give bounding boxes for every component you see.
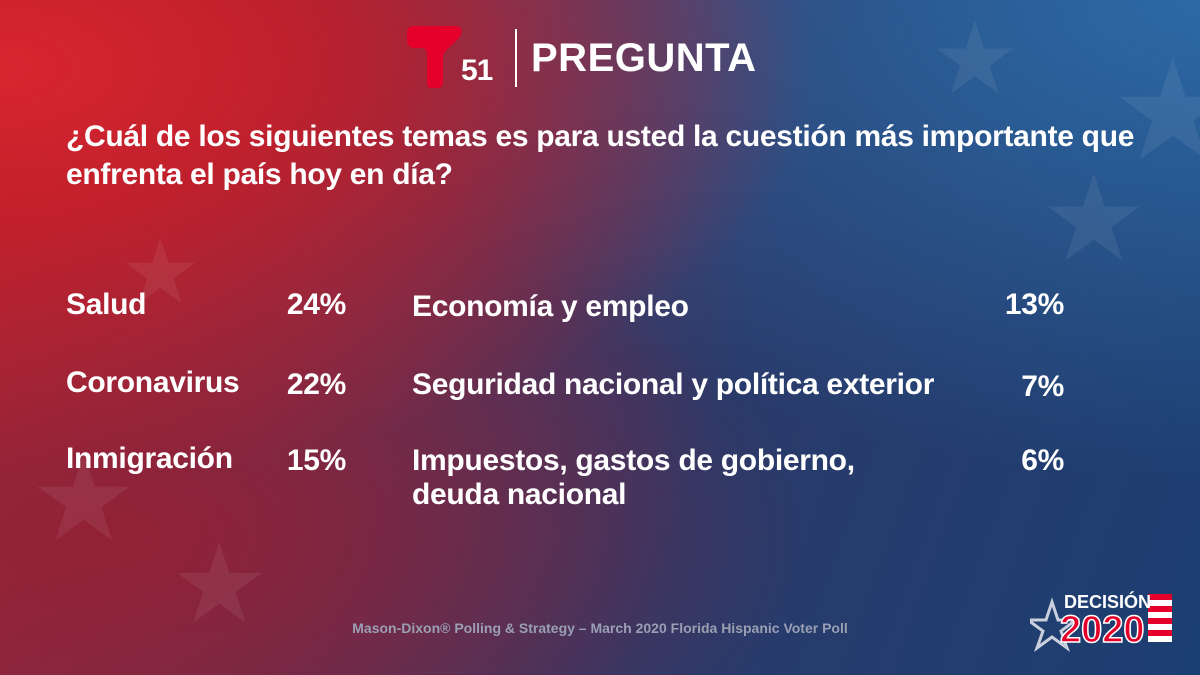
star-icon: ★ — [930, 0, 1020, 117]
star-icon: ★ — [1110, 30, 1200, 193]
badge-star-icon — [1030, 597, 1081, 652]
result-value-salud: 24% — [286, 288, 346, 321]
decision-2020-badge: DECISIÓN 2020 — [1030, 591, 1172, 652]
question-text: ¿Cuál de los siguientes temas es para us… — [66, 120, 1135, 191]
result-label-salud: Salud — [66, 288, 147, 321]
result-label-impuestos-line1: Impuestos, gastos de gobierno, — [412, 444, 855, 477]
result-value-economia: 13% — [1004, 288, 1064, 321]
header: 51 PREGUNTA — [405, 26, 756, 90]
telemundo-logo: 51 — [405, 26, 501, 90]
telemundo-t-icon — [407, 26, 462, 88]
result-value-inmigracion: 15% — [286, 444, 346, 477]
result-label-economia: Economía y empleo — [412, 290, 689, 323]
result-label-impuestos: Impuestos, gastos de gobierno, deuda nac… — [412, 444, 855, 512]
star-icon: ★ — [30, 430, 138, 569]
logo-number: 51 — [461, 54, 493, 87]
result-value-seguridad: 7% — [1021, 370, 1064, 403]
header-divider — [515, 29, 517, 87]
star-icon: ★ — [120, 220, 201, 325]
result-value-coronavirus: 22% — [286, 368, 346, 401]
star-icon: ★ — [1040, 150, 1148, 289]
result-label-coronavirus: Coronavirus — [66, 366, 240, 399]
result-value-impuestos: 6% — [1021, 444, 1064, 477]
result-label-inmigracion: Inmigración — [66, 442, 233, 475]
source-footer: Mason-Dixon® Polling & Strategy – March … — [352, 620, 848, 636]
header-title: PREGUNTA — [531, 35, 757, 80]
badge-flag-stripes — [1148, 594, 1172, 642]
result-label-impuestos-line2: deuda nacional — [412, 478, 627, 511]
badge-top-text: DECISIÓN — [1064, 591, 1151, 612]
star-icon: ★ — [170, 520, 269, 648]
badge-year-text: 2020 — [1060, 609, 1145, 651]
result-label-seguridad: Seguridad nacional y política exterior — [412, 368, 935, 401]
